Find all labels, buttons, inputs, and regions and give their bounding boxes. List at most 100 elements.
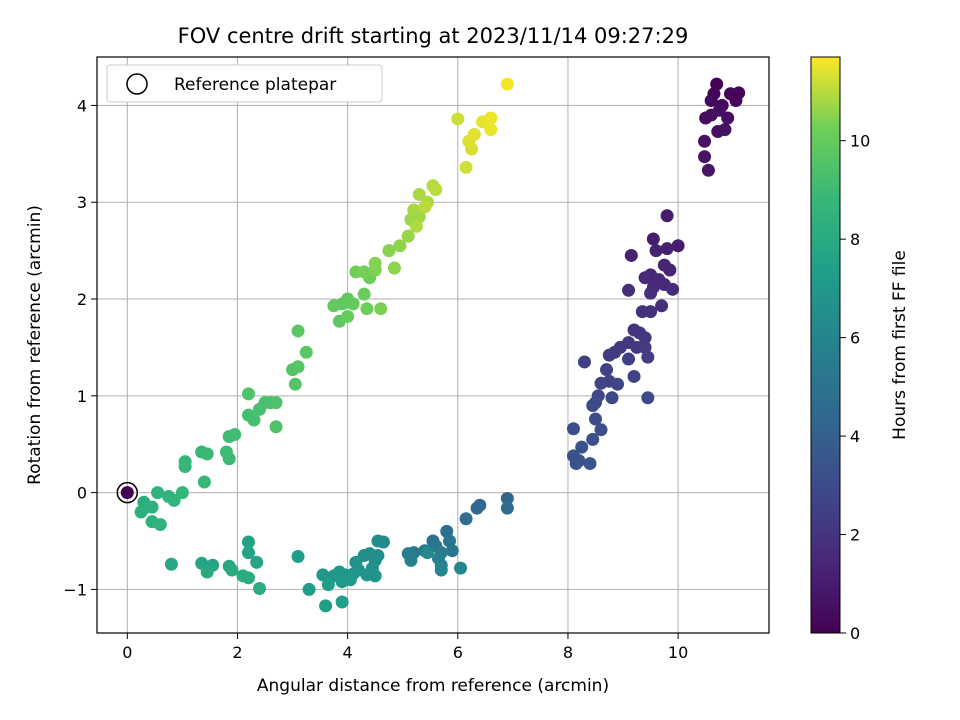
data-point [401, 229, 415, 243]
data-point [704, 94, 718, 108]
data-point [420, 546, 434, 560]
data-point [459, 512, 473, 526]
data-point [291, 550, 305, 564]
colorbar-tick-label: 0 [850, 624, 860, 643]
x-tick-label: 8 [563, 643, 573, 662]
data-point [611, 377, 625, 391]
data-point [164, 557, 178, 571]
data-point [299, 345, 313, 359]
y-tick-label: 0 [77, 484, 87, 503]
data-point [660, 242, 674, 256]
data-point [291, 324, 305, 338]
x-tick-label: 2 [232, 643, 242, 662]
data-point [484, 123, 498, 137]
data-point [225, 563, 239, 577]
y-tick-label: 1 [77, 387, 87, 406]
data-point [644, 305, 658, 319]
data-point [197, 475, 211, 489]
reference-platepar-marker [116, 481, 139, 504]
data-point [577, 355, 591, 369]
data-point [371, 534, 385, 548]
data-point [368, 569, 382, 583]
y-tick-label: −1 [63, 580, 87, 599]
colorbar-ticks: 0 2 4 6 8 10 [840, 132, 870, 643]
data-point [418, 200, 432, 214]
data-point [409, 219, 423, 233]
data-point [393, 239, 407, 253]
x-tick-label: 0 [122, 643, 132, 662]
data-point [434, 563, 448, 577]
data-point [412, 187, 426, 201]
data-point [459, 160, 473, 174]
data-point [269, 396, 283, 410]
y-tick-label: 4 [77, 96, 87, 115]
data-point [641, 391, 655, 405]
data-point [346, 297, 360, 311]
data-point [404, 553, 418, 567]
data-point [429, 183, 443, 197]
data-point [241, 535, 255, 549]
data-point [134, 505, 148, 519]
data-point [718, 123, 732, 137]
x-axis-ticks: 0 2 4 6 8 10 [122, 633, 688, 662]
data-point [594, 376, 608, 390]
data-point [200, 447, 214, 461]
data-point [671, 239, 685, 253]
data-point [704, 108, 718, 122]
data-point [644, 286, 658, 300]
data-point [302, 582, 316, 596]
data-point [316, 568, 330, 582]
data-point [638, 331, 652, 345]
data-point [167, 493, 181, 507]
data-point [145, 500, 159, 514]
data-point [360, 302, 374, 316]
data-point [178, 455, 192, 469]
data-point [335, 575, 349, 589]
data-point [627, 369, 641, 383]
data-point [500, 77, 514, 91]
colorbar-label: Hours from first FF file [890, 250, 910, 440]
data-point [500, 501, 514, 515]
data-point [600, 363, 614, 377]
colorbar-tick-label: 4 [850, 427, 860, 446]
data-point [646, 232, 660, 246]
x-tick-label: 10 [668, 643, 688, 662]
data-point [288, 377, 302, 391]
data-point [175, 486, 189, 500]
data-point [357, 287, 371, 301]
data-point [454, 561, 468, 575]
data-point [721, 111, 735, 125]
data-point [445, 544, 459, 558]
data-point [732, 86, 746, 100]
colorbar-tick-label: 2 [850, 526, 860, 545]
data-point [451, 112, 465, 126]
data-point [663, 263, 677, 277]
data-point [638, 271, 652, 285]
colorbar: 0 2 4 6 8 10 Hours from first FF file [810, 56, 910, 643]
y-axis-ticks: −1 0 1 2 3 4 [63, 96, 97, 599]
data-point [575, 440, 589, 454]
data-point [588, 412, 602, 426]
y-tick-label: 2 [77, 290, 87, 309]
grid-lines [97, 57, 769, 633]
data-point [622, 352, 636, 366]
data-point [602, 348, 616, 362]
y-axis-label: Rotation from reference (arcmin) [25, 205, 45, 485]
data-point [151, 486, 165, 500]
data-point [701, 163, 715, 177]
colorbar-tick-label: 8 [850, 230, 860, 249]
data-point [335, 595, 349, 609]
data-point [382, 244, 396, 258]
x-tick-label: 4 [343, 643, 353, 662]
data-point [321, 578, 335, 592]
data-point [153, 518, 167, 532]
data-point [252, 581, 266, 595]
data-point [470, 501, 484, 515]
data-point [341, 309, 355, 323]
data-point [247, 413, 261, 427]
legend-marker-reference [126, 73, 148, 95]
data-point [407, 203, 421, 217]
data-point [655, 299, 669, 313]
colorbar-tick-label: 10 [850, 132, 870, 151]
